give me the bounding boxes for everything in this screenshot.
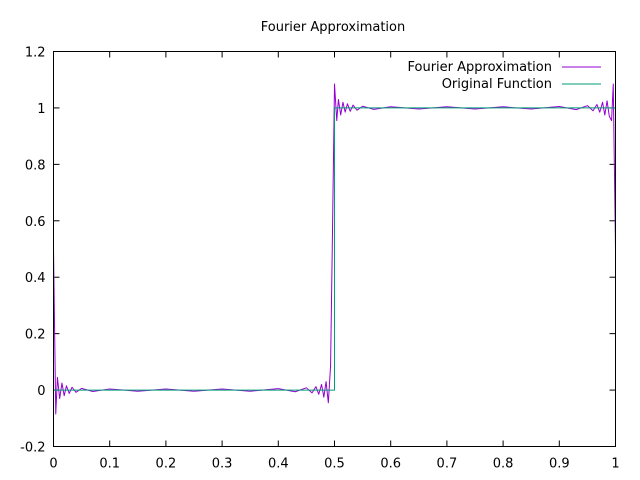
x-tick-label: 0.2 <box>156 457 177 472</box>
plot-border <box>53 51 616 447</box>
y-tick-label: 0 <box>37 384 45 399</box>
axis-ticks: 0 0.1 0.2 0.3 0.4 0.5 0.6 0.7 0.8 0.9 1 -0.2 0 0.2 0.4… <box>20 46 620 472</box>
x-tick-label: 0.6 <box>380 457 401 472</box>
x-tick-label: 1 <box>611 457 619 472</box>
x-tick-label: 0.5 <box>324 457 345 472</box>
x-tick-label: 0.9 <box>549 457 570 472</box>
legend-label: Fourier Approximation <box>408 60 553 75</box>
series-line-1 <box>53 107 616 391</box>
x-tick-label: 0.3 <box>212 457 233 472</box>
x-tick-label: 0.4 <box>268 457 289 472</box>
legend: Fourier Approximation Original Function <box>408 60 601 92</box>
chart-title: Fourier Approximation <box>261 20 406 35</box>
x-tick-label: 0 <box>49 457 57 472</box>
series-line-0 <box>53 83 616 415</box>
x-tick-label: 0.1 <box>99 457 120 472</box>
plot-area <box>53 83 616 415</box>
y-tick-label: 1.2 <box>25 46 46 61</box>
y-tick-label: 0.2 <box>25 328 46 343</box>
x-tick-label: 0.8 <box>493 457 514 472</box>
y-tick-label: 1 <box>37 102 45 117</box>
y-tick-label: 0.6 <box>25 215 46 230</box>
y-tick-label: 0.4 <box>25 271 46 286</box>
legend-label: Original Function <box>442 77 552 92</box>
y-tick-label: 0.8 <box>25 158 46 173</box>
y-tick-label: -0.2 <box>20 441 45 456</box>
x-tick-label: 0.7 <box>437 457 458 472</box>
